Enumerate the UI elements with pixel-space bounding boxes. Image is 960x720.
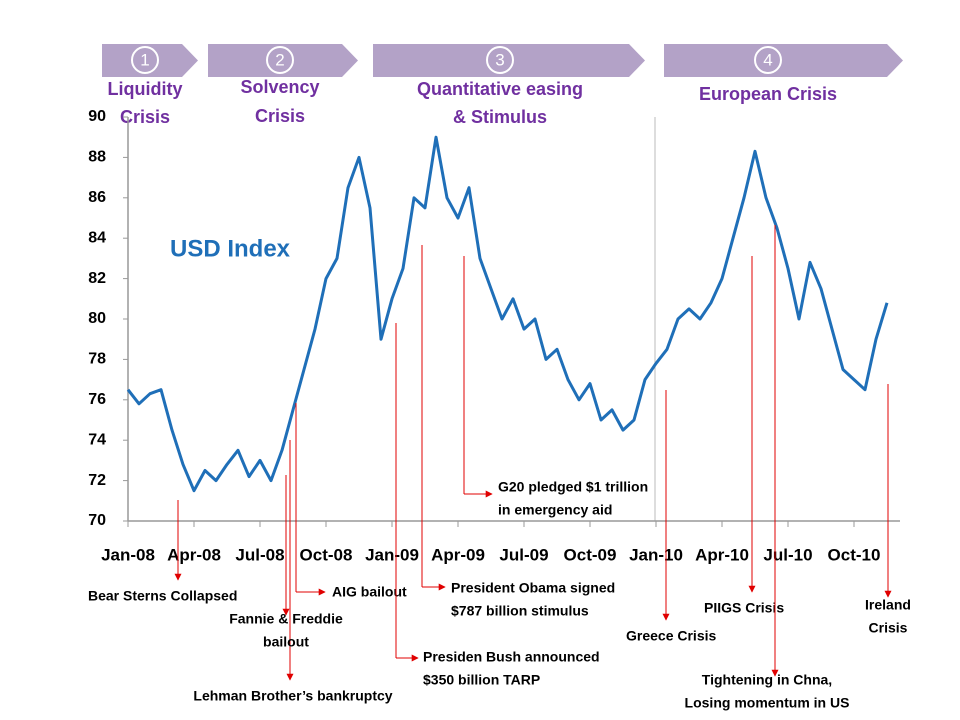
y-tick-label: 74	[88, 431, 106, 448]
phase-chevron	[208, 44, 358, 77]
x-tick-label: Jan-10	[629, 545, 683, 564]
phase-number: 4	[763, 50, 772, 69]
annotation-text: in emergency aid	[498, 502, 612, 518]
phase-chevron	[373, 44, 645, 77]
annotation-text: Presiden Bush announced	[423, 649, 600, 665]
y-tick-label: 88	[88, 149, 106, 166]
phase-number: 3	[495, 50, 504, 69]
x-tick-label: Jul-08	[235, 545, 284, 564]
phase-label: Crisis	[255, 106, 305, 126]
phase-badge	[486, 46, 514, 74]
annotation-text: Losing momentum in US	[685, 695, 850, 711]
x-tick-label: Jul-09	[499, 545, 548, 564]
y-tick-label: 76	[88, 391, 106, 408]
y-tick-label: 72	[88, 472, 106, 489]
x-tick-label: Oct-09	[564, 545, 617, 564]
x-tick-label: Apr-08	[167, 545, 221, 564]
annotation-text: Bear Sterns Collapsed	[88, 588, 237, 604]
x-tick-label: Apr-09	[431, 545, 485, 564]
x-tick-label: Jul-10	[763, 545, 812, 564]
phase-label: Liquidity	[108, 79, 183, 99]
annotation-text: Ireland	[865, 597, 911, 613]
chart-title: USD Index	[170, 235, 291, 262]
annotation-text: Crisis	[869, 620, 908, 636]
phase-label: European Crisis	[699, 84, 837, 104]
phase-badge	[266, 46, 294, 74]
phase-badge	[131, 46, 159, 74]
y-tick-label: 80	[88, 310, 106, 327]
annotation-text: Lehman Brother’s bankruptcy	[193, 688, 392, 704]
annotation-text: President Obama signed	[451, 580, 615, 596]
phase-chevron	[102, 44, 198, 77]
annotation-text: $350 billion TARP	[423, 672, 540, 688]
phase-label: Quantitative easing	[417, 79, 583, 99]
x-tick-label: Jan-08	[101, 545, 155, 564]
annotation-text: $787 billion stimulus	[451, 603, 589, 619]
y-tick-label: 82	[88, 270, 106, 287]
annotation-text: Tightening in Chna,	[702, 672, 832, 688]
x-tick-label: Apr-10	[695, 545, 749, 564]
x-tick-label: Oct-08	[300, 545, 353, 564]
phase-label: Solvency	[240, 77, 319, 97]
x-tick-label: Jan-09	[365, 545, 419, 564]
annotation-text: bailout	[263, 634, 309, 650]
y-tick-label: 86	[88, 189, 106, 206]
x-tick-label: Oct-10	[828, 545, 881, 564]
phase-number: 1	[140, 50, 149, 69]
y-tick-label: 84	[88, 229, 106, 246]
annotation-text: Fannie & Freddie	[229, 611, 343, 627]
y-tick-label: 70	[88, 512, 106, 529]
annotation-text: Greece Crisis	[626, 628, 716, 644]
y-tick-label: 90	[88, 108, 106, 125]
phase-label: Crisis	[120, 107, 170, 127]
usd-line	[126, 135, 889, 493]
annotation-text: AIG bailout	[332, 584, 407, 600]
phase-badge	[754, 46, 782, 74]
phase-number: 2	[275, 50, 284, 69]
annotation-text: PIIGS Crisis	[704, 600, 784, 616]
phase-chevron	[664, 44, 903, 77]
annotation-text: G20 pledged $1 trillion	[498, 479, 648, 495]
y-tick-label: 78	[88, 351, 106, 368]
phase-label: & Stimulus	[453, 107, 547, 127]
